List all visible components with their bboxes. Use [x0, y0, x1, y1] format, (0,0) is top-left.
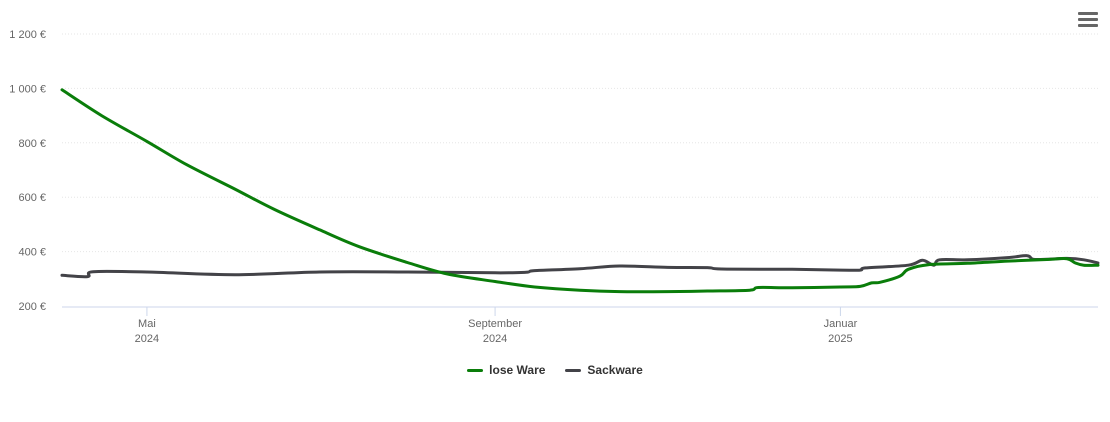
y-tick-label: 600 € — [18, 192, 46, 204]
series-line-lose-ware[interactable] — [60, 88, 1100, 294]
x-tick-label: Mai — [138, 318, 156, 330]
x-tick-year-label: 2024 — [483, 333, 507, 345]
y-tick-label: 400 € — [18, 247, 46, 259]
y-tick-label: 1 200 € — [9, 29, 46, 41]
x-tick-year-label: 2024 — [135, 333, 159, 345]
x-tick-label: Januar — [824, 318, 858, 330]
y-tick-label: 1 000 € — [9, 83, 46, 95]
hamburger-menu-icon-bar — [1078, 12, 1098, 15]
y-tick-label: 800 € — [18, 138, 46, 150]
legend-swatch-lose-ware — [467, 368, 484, 372]
chart-context-menu-button[interactable] — [1078, 12, 1098, 30]
legend-label-sackware: Sackware — [587, 363, 643, 377]
chart-legend: lose Ware Sackware — [0, 363, 1110, 377]
y-tick-label: 200 € — [18, 301, 46, 313]
legend-item-lose-ware[interactable]: lose Ware — [467, 363, 545, 377]
x-tick-label: September — [468, 318, 522, 330]
legend-label-lose-ware: lose Ware — [489, 363, 546, 377]
series-line-sackware[interactable] — [60, 254, 1100, 279]
hamburger-menu-icon-bar — [1078, 24, 1098, 27]
legend-item-sackware[interactable]: Sackware — [565, 363, 643, 377]
series-lines — [60, 88, 1100, 294]
hamburger-menu-icon-bar — [1078, 18, 1098, 21]
x-tick-year-label: 2025 — [828, 333, 852, 345]
legend-swatch-sackware — [565, 368, 582, 372]
axes: 200 € 400 € 600 € 800 € 1 000 € 1 200 € Mai 202… — [9, 29, 1098, 345]
grid-lines — [62, 33, 1098, 253]
